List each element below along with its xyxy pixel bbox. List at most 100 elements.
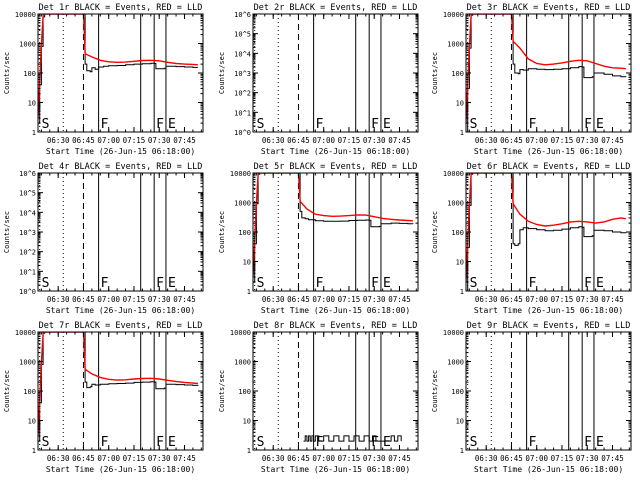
y-tick-label: 10^6 — [234, 11, 251, 19]
y-axis-label: Counts/sec — [431, 52, 439, 94]
x-tick-label: 06:45 — [500, 295, 523, 304]
x-tick-label: 07:15 — [551, 295, 574, 304]
y-tick-label: 100 — [23, 70, 36, 78]
y-tick-label: 1 — [32, 447, 36, 455]
y-tick-label: 10 — [28, 100, 36, 108]
marker-label: F — [101, 117, 109, 132]
y-tick-label: 100 — [23, 388, 36, 396]
y-tick-label: 10^4 — [234, 50, 251, 58]
y-tick-label: 10^5 — [19, 190, 36, 198]
chart-title: Det 1r BLACK = Events, RED = LLD — [39, 3, 203, 13]
chart-panel-1: Det 1r BLACK = Events, RED = LLD Counts/s… — [3, 3, 204, 156]
marker-label: E — [596, 435, 604, 450]
y-axis-label: Counts/sec — [218, 52, 226, 94]
x-tick-label: 07:45 — [388, 136, 411, 145]
plot-frame — [252, 172, 419, 292]
series-line-events — [253, 173, 414, 283]
x-tick-label: 07:30 — [576, 136, 599, 145]
x-tick-label: 06:45 — [287, 295, 310, 304]
chart-title: Det 4r BLACK = Events, RED = LLD — [39, 162, 203, 172]
marker-label: F — [101, 435, 109, 450]
chart-title: Det 9r BLACK = Events, RED = LLD — [467, 321, 631, 331]
x-tick-label: 07:00 — [312, 454, 335, 463]
plot-frame — [252, 331, 419, 451]
y-tick-label: 1000 — [447, 359, 464, 367]
y-tick-label: 10 — [456, 259, 464, 267]
marker-label: F — [371, 276, 379, 291]
y-tick-label: 1000 — [19, 41, 36, 49]
plot-frame — [465, 13, 632, 133]
x-tick-label: 06:30 — [475, 295, 498, 304]
x-axis-label: Start Time (26-Jun-15 06:18:00) — [46, 465, 195, 474]
x-tick-label: 07:15 — [338, 454, 361, 463]
marker-label: F — [156, 117, 164, 132]
x-tick-label: 07:15 — [338, 136, 361, 145]
marker-label: S — [42, 276, 50, 291]
x-axis-label: Start Time (26-Jun-15 06:18:00) — [474, 306, 623, 315]
x-axis-label: Start Time (26-Jun-15 06:18:00) — [46, 306, 195, 315]
y-tick-label: 10000 — [15, 11, 36, 19]
x-tick-label: 07:00 — [97, 454, 120, 463]
chart-panel-2: Det 2r BLACK = Events, RED = LLD Counts/s… — [218, 3, 419, 156]
y-tick-label: 10000 — [443, 170, 464, 178]
y-tick-label: 100 — [451, 70, 464, 78]
x-tick-label: 07:15 — [123, 136, 146, 145]
x-tick-label: 07:45 — [173, 136, 196, 145]
series-line-lld — [466, 14, 626, 124]
x-tick-label: 06:45 — [72, 295, 95, 304]
y-tick-label: 10^2 — [19, 249, 36, 257]
marker-label: E — [168, 117, 176, 132]
x-tick-label: 06:30 — [475, 136, 498, 145]
x-tick-label: 07:45 — [601, 136, 624, 145]
plot-frame — [252, 13, 419, 133]
plot-frame — [37, 172, 204, 292]
y-tick-label: 1000 — [447, 41, 464, 49]
plot-frame — [465, 331, 632, 451]
y-tick-label: 10^3 — [19, 229, 36, 237]
y-tick-label: 100 — [238, 388, 251, 396]
marker-label: S — [257, 276, 265, 291]
series-line-events — [38, 14, 198, 124]
marker-label: F — [529, 435, 537, 450]
chart-title: Det 7r BLACK = Events, RED = LLD — [39, 321, 203, 331]
chart-title: Det 6r BLACK = Events, RED = LLD — [467, 162, 631, 172]
y-tick-label: 10^0 — [234, 129, 251, 137]
marker-label: S — [470, 435, 478, 450]
marker-label: E — [383, 276, 391, 291]
x-tick-label: 07:30 — [363, 295, 386, 304]
marker-label: F — [101, 276, 109, 291]
y-tick-label: 10 — [243, 259, 251, 267]
x-tick-label: 06:30 — [47, 295, 70, 304]
y-axis-label: Counts/sec — [431, 211, 439, 253]
marker-label: F — [584, 435, 592, 450]
x-tick-label: 06:30 — [262, 136, 285, 145]
chart-panel-8: Det 8r BLACK = Events, RED = LLD Counts/s… — [218, 321, 419, 474]
y-tick-label: 1000 — [234, 359, 251, 367]
y-tick-label: 10 — [243, 418, 251, 426]
marker-label: F — [316, 435, 324, 450]
chart-panel-9: Det 9r BLACK = Events, RED = LLD Counts/s… — [431, 321, 632, 474]
x-tick-label: 07:15 — [551, 454, 574, 463]
marker-label: F — [371, 435, 379, 450]
x-axis-label: Start Time (26-Jun-15 06:18:00) — [474, 147, 623, 156]
y-tick-label: 10^0 — [19, 288, 36, 296]
chart-title: Det 2r BLACK = Events, RED = LLD — [254, 3, 418, 13]
x-tick-label: 06:45 — [72, 454, 95, 463]
x-axis-label: Start Time (26-Jun-15 06:18:00) — [474, 465, 623, 474]
y-tick-label: 100 — [451, 388, 464, 396]
x-tick-label: 06:30 — [262, 454, 285, 463]
y-tick-label: 10000 — [15, 329, 36, 337]
marker-label: F — [156, 276, 164, 291]
plot-frame — [37, 331, 204, 451]
marker-label: F — [316, 117, 324, 132]
y-tick-label: 1 — [247, 288, 251, 296]
x-tick-label: 06:45 — [72, 136, 95, 145]
x-tick-label: 06:30 — [47, 136, 70, 145]
x-tick-label: 07:15 — [123, 295, 146, 304]
y-tick-label: 10^4 — [19, 209, 36, 217]
y-tick-label: 100 — [451, 229, 464, 237]
y-tick-label: 10000 — [230, 329, 251, 337]
y-tick-label: 1 — [460, 447, 464, 455]
marker-label: E — [168, 276, 176, 291]
marker-label: F — [529, 276, 537, 291]
